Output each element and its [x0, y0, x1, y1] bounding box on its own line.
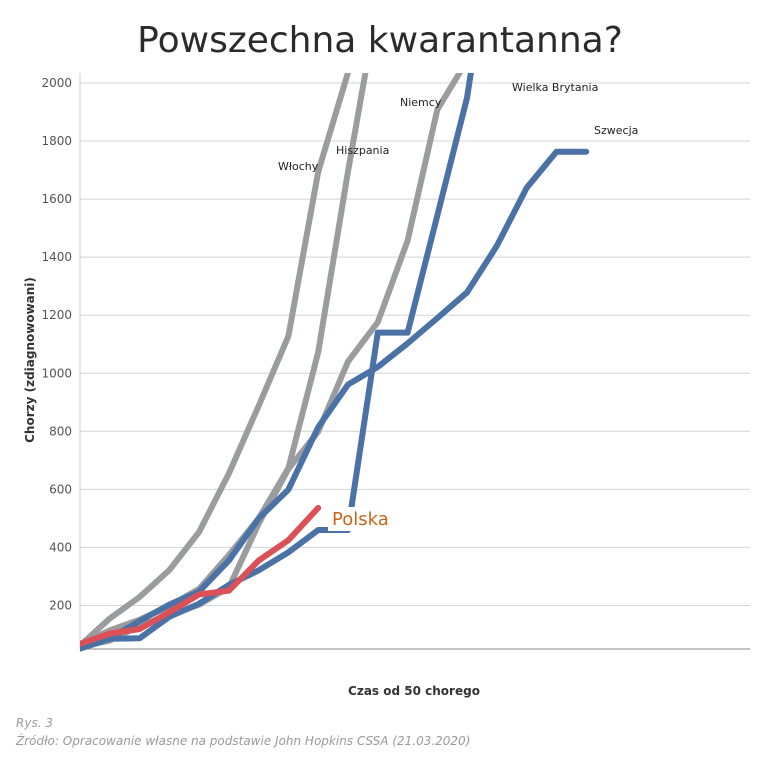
figure-label: Rys. 3 [16, 716, 53, 730]
y-tick-label: 2000 [41, 76, 72, 90]
series-lines [80, 73, 590, 652]
series-line-hiszpania [80, 73, 369, 648]
series-label-hiszpania: Hiszpania [336, 144, 389, 157]
x-axis-label: Czas od 50 chorego [348, 684, 480, 698]
series-label-niemcy: Niemcy [400, 96, 442, 109]
series-label-wlochy: Włochy [278, 160, 319, 173]
chart-title: Powszechna kwarantanna? [137, 20, 623, 61]
polska-label-background [328, 507, 390, 531]
y-axis-label: Chorzy (zdiagnowowani) [23, 277, 37, 443]
grid-lines [79, 73, 750, 649]
series-line-wielka-brytania [80, 73, 474, 652]
series-labels: Włochy Hiszpania Niemcy Wielka Brytania Szwe… [278, 81, 638, 531]
source-note: Źródło: Opracowanie własne na podstawie … [16, 734, 471, 748]
y-tick-label: 200 [49, 598, 72, 612]
y-tick-label: 1600 [41, 192, 72, 206]
series-label-wielka-brytania: Wielka Brytania [512, 81, 598, 94]
series-label-polska: Polska [332, 509, 389, 530]
y-tick-label: 1800 [41, 134, 72, 148]
series-label-szwecja: Szwecja [594, 124, 638, 137]
y-tick-label: 400 [49, 540, 72, 554]
y-tick-labels: 200 400 600 800 1000 1200 1400 1600 1800 2000 [41, 76, 72, 612]
y-tick-label: 800 [49, 424, 72, 438]
y-tick-label: 1200 [41, 308, 72, 322]
y-tick-label: 1400 [41, 250, 72, 264]
series-line-szwecja [80, 148, 590, 649]
series-line-wlochy [80, 73, 351, 649]
y-tick-label: 600 [49, 482, 72, 496]
series-line-polska [80, 504, 322, 647]
y-tick-label: 1000 [41, 366, 72, 380]
